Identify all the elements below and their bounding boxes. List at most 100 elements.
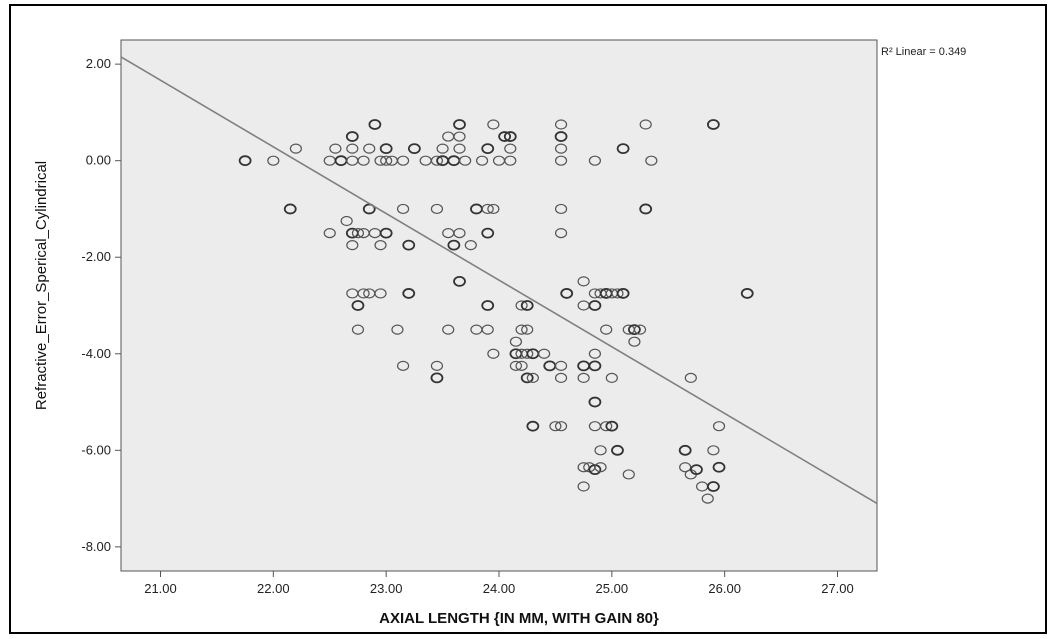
data-point <box>430 372 444 384</box>
data-point <box>600 421 613 432</box>
data-point <box>481 143 495 155</box>
data-point <box>459 155 472 166</box>
data-point <box>538 348 551 359</box>
data-point <box>363 143 376 154</box>
data-point <box>515 300 528 311</box>
data-point <box>628 336 641 347</box>
data-point <box>605 420 619 432</box>
data-point <box>340 215 353 227</box>
data-point <box>430 203 444 215</box>
x-tick-label: 27.00 <box>821 581 854 596</box>
data-point <box>622 469 635 480</box>
x-tick-label: 22.00 <box>257 581 290 596</box>
data-point <box>600 324 613 335</box>
data-point <box>712 421 726 432</box>
data-point <box>588 155 602 166</box>
y-tick-label: -2.00 <box>81 249 111 264</box>
data-point <box>487 203 500 215</box>
data-point <box>740 288 754 299</box>
data-point <box>554 372 568 384</box>
data-point <box>436 143 449 154</box>
linear-fit-line <box>120 56 878 505</box>
data-point <box>498 131 512 142</box>
data-point <box>594 445 607 456</box>
data-point <box>267 155 280 166</box>
data-point <box>594 462 607 473</box>
data-point <box>504 143 517 154</box>
data-point <box>238 155 252 167</box>
data-point <box>577 481 590 492</box>
data-point <box>645 155 658 166</box>
data-point <box>520 300 534 311</box>
data-point <box>481 324 494 335</box>
data-point <box>706 481 720 492</box>
x-axis-label: AXIAL LENGTH {IN MM, WITH GAIN 80} <box>379 610 659 627</box>
data-point <box>362 203 376 215</box>
data-point <box>707 445 720 456</box>
data-point <box>475 155 489 166</box>
x-tick-label: 26.00 <box>708 581 741 596</box>
data-point <box>554 155 568 166</box>
data-point <box>430 155 444 166</box>
data-point <box>554 360 568 371</box>
data-point <box>706 119 720 130</box>
data-point <box>690 464 703 476</box>
data-point <box>639 119 652 130</box>
y-axis: 2.00 0.00 -2.00 -4.00 -6.00 -8.00 <box>81 56 121 554</box>
data-point <box>554 119 568 130</box>
data-point <box>521 348 534 359</box>
data-point <box>453 143 466 154</box>
data-point <box>639 203 653 215</box>
data-point <box>616 288 630 299</box>
y-tick-label: -8.00 <box>81 539 111 554</box>
y-axis-label: Refractive_Error_Sperical_Cylindrical <box>33 161 50 410</box>
data-point <box>577 462 590 473</box>
data-point <box>351 324 365 335</box>
data-point <box>509 336 523 347</box>
x-tick-label: 25.00 <box>596 581 629 596</box>
data-point <box>487 119 500 130</box>
scatter-chart: 2.000.00-2.00-4.00-6.00-8.00 21.00 22.00 2… <box>33 39 966 627</box>
data-point <box>447 239 461 251</box>
data-point <box>453 119 466 130</box>
data-point <box>283 203 297 215</box>
data-point <box>549 421 562 432</box>
data-point <box>611 444 624 456</box>
data-point <box>430 360 444 371</box>
data-point <box>678 444 692 456</box>
data-point <box>453 227 466 239</box>
data-point <box>380 155 393 166</box>
data-point <box>515 324 528 335</box>
data-point <box>357 288 370 299</box>
data-point <box>554 227 568 239</box>
x-tick-label: 23.00 <box>370 581 403 596</box>
data-point <box>351 300 365 311</box>
data-point <box>346 143 359 154</box>
data-point <box>577 372 590 384</box>
data-point <box>323 227 336 239</box>
data-point <box>712 461 726 473</box>
y-tick-label: 2.00 <box>86 56 111 71</box>
data-point <box>520 372 534 384</box>
y-tick-label: -4.00 <box>81 346 111 361</box>
data-point <box>402 288 416 299</box>
data-point <box>442 324 455 335</box>
data-point <box>379 227 393 239</box>
x-tick-label: 24.00 <box>483 581 516 596</box>
data-point <box>487 348 500 359</box>
data-point <box>588 464 602 476</box>
data-point <box>345 131 359 142</box>
x-axis: 21.00 22.00 23.00 24.00 25.00 26.00 27.00 <box>144 571 854 596</box>
data-point <box>633 324 647 335</box>
data-point <box>588 396 602 408</box>
data-point <box>509 360 523 371</box>
data-point <box>289 143 302 154</box>
data-point <box>504 155 517 166</box>
data-point <box>701 493 714 504</box>
data-point <box>503 131 517 142</box>
data-point <box>521 324 534 335</box>
data-point <box>684 372 697 384</box>
data-point <box>605 372 618 384</box>
data-point <box>481 203 494 215</box>
data-point <box>481 227 495 239</box>
